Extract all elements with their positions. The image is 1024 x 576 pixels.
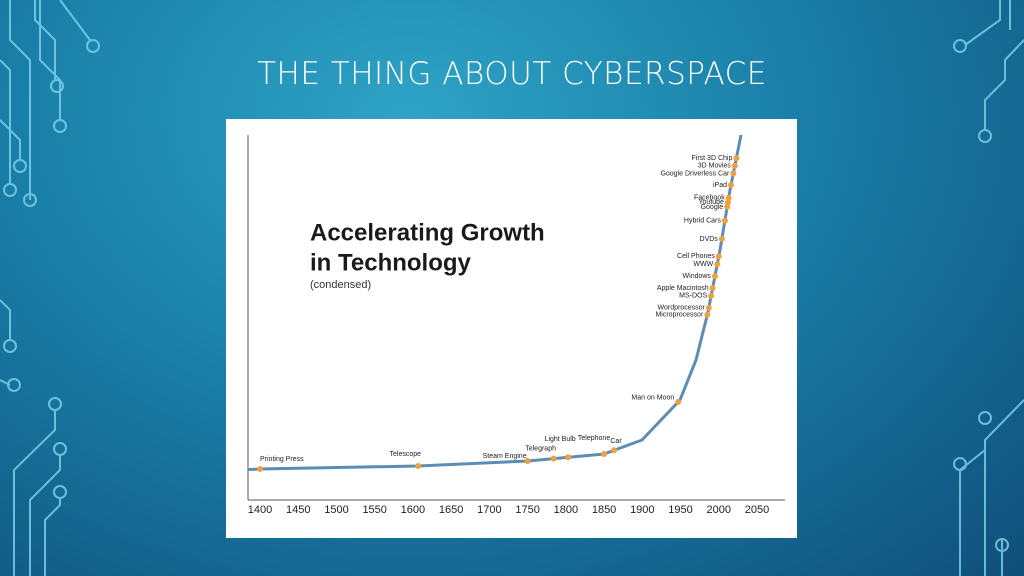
event-marker — [715, 253, 722, 260]
event-marker — [415, 462, 422, 469]
event-marker — [565, 454, 572, 461]
x-tick-label: 1850 — [592, 504, 616, 516]
event-marker — [731, 162, 738, 169]
event-marker — [675, 398, 682, 405]
event-label: Car — [610, 438, 622, 445]
event-label: MS-DOS — [679, 293, 707, 300]
x-tick-label: 1600 — [401, 504, 425, 516]
event-marker — [704, 311, 711, 318]
event-marker — [611, 447, 618, 454]
event-label: Light Bulb — [545, 436, 576, 443]
event-label: Telescope — [390, 451, 422, 458]
event-marker — [728, 181, 735, 188]
x-tick-label: 1650 — [439, 504, 463, 516]
x-tick-label: 1450 — [286, 504, 310, 516]
x-tick-label: 1900 — [630, 504, 654, 516]
x-tick-label: 1700 — [477, 504, 501, 516]
event-label: DVDs — [700, 236, 719, 243]
event-label: 3D Movies — [698, 163, 732, 170]
event-label: Google Driverless Car — [660, 170, 730, 177]
x-tick-label: 1950 — [668, 504, 692, 516]
event-marker — [718, 236, 725, 243]
event-marker — [709, 284, 716, 291]
growth-curve — [247, 134, 743, 471]
x-tick-label: 1550 — [362, 504, 386, 516]
event-marker — [724, 203, 731, 210]
chart-title: in Technology — [310, 249, 472, 276]
event-label: Steam Engine — [483, 453, 527, 460]
event-label: Telephone — [578, 435, 610, 442]
chart-subtitle: (condensed) — [310, 279, 371, 291]
event-label: Hybrid Cars — [684, 218, 721, 225]
chart-title: Accelerating Growth — [310, 219, 545, 246]
event-label: Cell Phones — [677, 253, 715, 260]
x-tick-label: 1800 — [554, 504, 578, 516]
event-label: Printing Press — [260, 456, 304, 463]
event-label: Man on Moon — [631, 395, 674, 402]
event-marker — [733, 155, 740, 162]
event-label: Telegraph — [525, 445, 556, 452]
event-label: First 3D Chip — [692, 155, 733, 162]
event-label: Facebook — [694, 195, 725, 202]
event-marker — [708, 292, 715, 299]
x-tick-label: 1400 — [248, 504, 272, 516]
event-label: Wordprocessor — [657, 305, 705, 312]
event-marker — [711, 273, 718, 280]
event-label: WWW — [693, 261, 713, 268]
event-label: iPad — [713, 182, 727, 189]
x-tick-label: 1500 — [324, 504, 348, 516]
x-tick-label: 2000 — [707, 504, 731, 516]
event-marker — [524, 458, 531, 465]
event-marker — [601, 450, 608, 457]
event-marker — [705, 304, 712, 311]
event-label: Google — [701, 204, 724, 211]
event-marker — [724, 199, 731, 206]
event-marker — [257, 466, 263, 472]
x-tick-label: 2050 — [745, 504, 769, 516]
event-marker — [714, 261, 721, 268]
event-marker — [730, 170, 737, 177]
x-tick-label: 1750 — [515, 504, 539, 516]
event-label: Apple Macintosh — [657, 285, 709, 292]
event-marker — [725, 194, 732, 201]
chart: Accelerating Growth in Technology (conde… — [226, 119, 797, 538]
event-label: Windows — [683, 273, 712, 280]
event-marker — [721, 217, 728, 224]
event-label: Microprocessor — [655, 312, 704, 319]
event-marker — [550, 455, 557, 462]
slide-title: THE THING ABOUT CYBERSPACE — [257, 56, 767, 92]
event-label: Youtube — [699, 199, 725, 206]
